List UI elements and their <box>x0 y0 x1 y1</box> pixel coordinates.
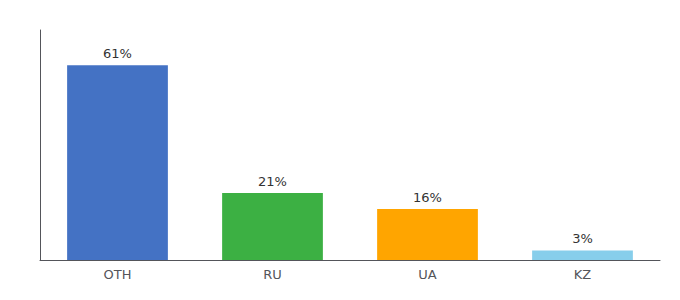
svg-text:OTH: OTH <box>104 267 132 282</box>
svg-text:RU: RU <box>263 267 282 282</box>
svg-text:UA: UA <box>418 267 437 282</box>
svg-text:16%: 16% <box>413 190 442 205</box>
svg-text:KZ: KZ <box>574 267 592 282</box>
svg-text:61%: 61% <box>103 46 132 61</box>
svg-text:21%: 21% <box>258 174 287 189</box>
svg-text:3%: 3% <box>572 231 593 246</box>
